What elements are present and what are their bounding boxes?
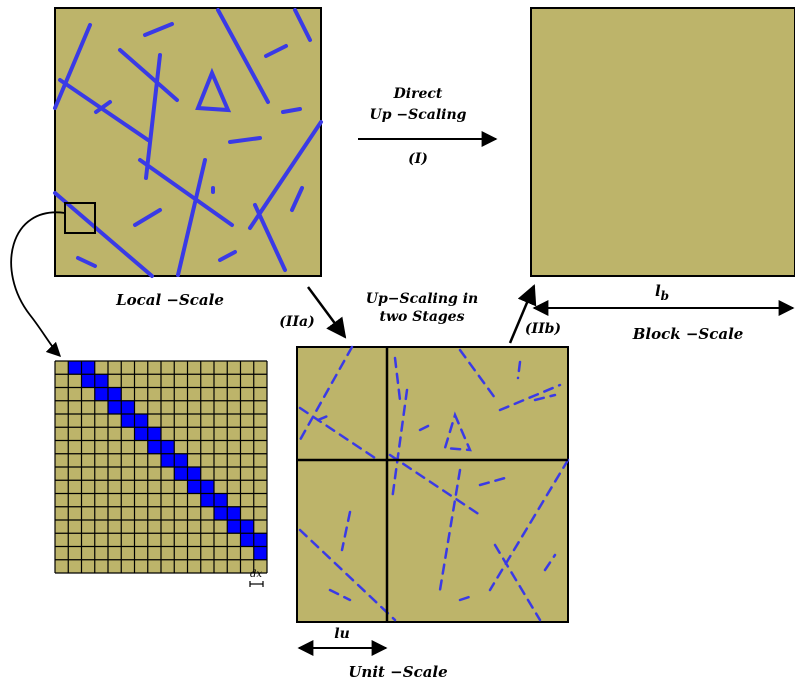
lu-label: lu xyxy=(334,626,350,642)
fracture-cell xyxy=(161,440,175,454)
fracture-cell xyxy=(108,400,122,414)
fracture-cell xyxy=(134,427,148,441)
block-scale-box xyxy=(530,7,795,277)
fracture-cell xyxy=(187,467,201,481)
fracture-cell xyxy=(161,453,175,467)
fracture-cell xyxy=(214,506,228,520)
fracture-cell xyxy=(121,400,135,414)
fracture-cell xyxy=(108,387,122,401)
stage-IIa-arrow xyxy=(306,286,347,339)
fracture-cell xyxy=(147,427,161,441)
fracture-cell xyxy=(187,480,201,494)
unit-scale-domain xyxy=(296,345,570,623)
fracture-cell xyxy=(134,414,148,428)
lb-label: lb xyxy=(655,282,669,303)
dx-label: dx xyxy=(250,569,262,580)
zoom-arrow xyxy=(10,211,66,358)
fracture-cell xyxy=(253,533,267,547)
path-IIa-label: (IIa) xyxy=(279,314,314,330)
path-IIb-label: (IIb) xyxy=(525,321,561,337)
local-scale-domain xyxy=(53,7,323,278)
fracture-cell xyxy=(68,361,82,375)
local-scale-label: Local −Scale xyxy=(115,291,224,309)
two-stage-label-line2: two Stages xyxy=(380,309,465,325)
direct-label-line2: Up −Scaling xyxy=(370,107,467,123)
fracture-cell xyxy=(81,361,95,375)
local-fractures xyxy=(53,8,323,278)
direct-label-line1: Direct xyxy=(393,86,443,102)
zoom-window xyxy=(64,202,96,234)
fracture-cell xyxy=(147,440,161,454)
fracture-cell xyxy=(227,506,241,520)
fracture-cell xyxy=(240,520,254,534)
fracture-cell xyxy=(121,414,135,428)
fracture-cell xyxy=(200,480,214,494)
fracture-cell xyxy=(174,467,188,481)
fracture-cell xyxy=(174,453,188,467)
two-stage-label-line1: Up−Scaling in xyxy=(366,291,478,307)
fracture-cell xyxy=(214,493,228,507)
fracture-cell xyxy=(253,546,267,560)
fine-grid xyxy=(54,360,268,574)
stage-IIb-arrow xyxy=(508,284,537,344)
fracture-cell xyxy=(94,387,108,401)
block-scale-label: Block −Scale xyxy=(632,325,744,343)
unit-scale-label: Unit −Scale xyxy=(348,663,447,681)
fracture-cell xyxy=(240,533,254,547)
unit-dashed-fractures xyxy=(298,345,570,622)
fracture-cell xyxy=(200,493,214,507)
fracture-cell xyxy=(227,520,241,534)
fracture-cell xyxy=(81,374,95,388)
path-I-label: (I) xyxy=(408,151,428,167)
fracture-cell xyxy=(94,374,108,388)
